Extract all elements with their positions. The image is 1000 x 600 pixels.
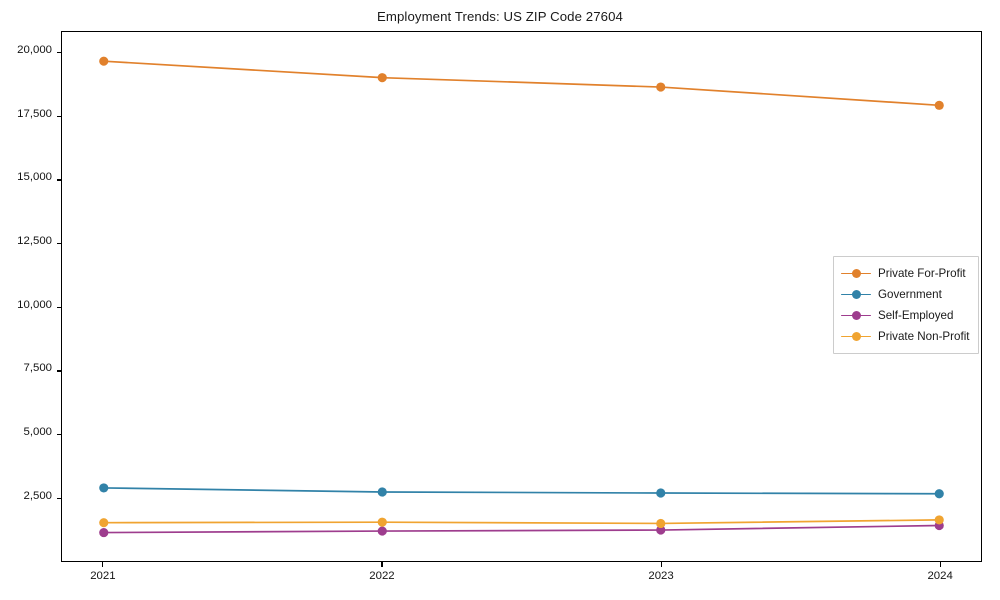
legend-item[interactable]: Government bbox=[841, 284, 970, 305]
data-point-marker bbox=[377, 487, 387, 497]
x-tick-mark bbox=[660, 562, 662, 567]
legend-swatch-icon bbox=[841, 288, 871, 302]
x-tick-mark bbox=[381, 562, 383, 567]
x-tick-label: 2024 bbox=[927, 570, 953, 582]
x-tick-label: 2022 bbox=[369, 570, 395, 582]
legend-swatch-icon bbox=[841, 267, 871, 281]
plot-lines bbox=[99, 56, 944, 538]
data-point-marker bbox=[99, 518, 109, 528]
data-point-marker bbox=[377, 517, 387, 527]
y-tick-mark bbox=[56, 52, 61, 54]
series-line bbox=[102, 524, 941, 534]
chart-legend: Private For-Profit Government Self-Employe… bbox=[833, 256, 979, 354]
series-private-for-profit bbox=[99, 56, 944, 110]
y-tick-label: 12,500 bbox=[17, 235, 52, 248]
data-point-marker bbox=[934, 100, 944, 110]
series-line bbox=[102, 60, 941, 107]
y-tick-label: 15,000 bbox=[17, 171, 52, 184]
y-tick-mark bbox=[56, 243, 61, 245]
x-tick-mark bbox=[939, 562, 941, 567]
data-point-marker bbox=[934, 489, 944, 499]
data-point-marker bbox=[377, 526, 387, 536]
plot-area bbox=[61, 31, 982, 562]
y-tick-label: 17,500 bbox=[17, 107, 52, 120]
y-tick-label: 20,000 bbox=[17, 44, 52, 57]
data-point-marker bbox=[656, 82, 666, 92]
x-tick-label: 2023 bbox=[648, 570, 674, 582]
x-tick-label: 2021 bbox=[90, 570, 116, 582]
data-point-marker bbox=[99, 528, 109, 538]
legend-swatch-icon bbox=[841, 330, 871, 344]
data-point-marker bbox=[377, 73, 387, 83]
y-tick-label: 2,500 bbox=[23, 489, 52, 502]
data-point-marker bbox=[656, 518, 666, 529]
y-tick-label: 5,000 bbox=[23, 426, 52, 439]
legend-item[interactable]: Private For-Profit bbox=[841, 263, 970, 284]
series-line bbox=[102, 519, 941, 525]
series-private-non-profit bbox=[99, 515, 944, 529]
data-point-marker bbox=[656, 525, 666, 535]
chart-title: Employment Trends: US ZIP Code 27604 bbox=[377, 9, 623, 24]
series-government bbox=[99, 483, 944, 499]
x-axis: 2021 2022 2023 2024 bbox=[61, 562, 982, 600]
series-line bbox=[102, 487, 941, 495]
y-tick-mark bbox=[56, 370, 61, 372]
y-tick-mark bbox=[56, 179, 61, 181]
data-point-marker bbox=[934, 515, 944, 525]
y-tick-mark bbox=[56, 115, 61, 117]
data-point-marker bbox=[99, 483, 109, 493]
data-point-marker bbox=[99, 56, 109, 66]
data-point-marker bbox=[656, 488, 666, 498]
y-tick-mark bbox=[56, 497, 61, 499]
legend-item[interactable]: Self-Employed bbox=[841, 305, 970, 326]
y-tick-label: 7,500 bbox=[23, 362, 52, 375]
y-tick-label: 10,000 bbox=[17, 298, 52, 311]
y-tick-mark bbox=[56, 306, 61, 308]
y-axis: 2,500 5,000 7,500 10,000 12,500 15,000 17,500 2… bbox=[0, 31, 61, 562]
legend-label: Private Non-Profit bbox=[878, 330, 970, 343]
legend-label: Government bbox=[878, 288, 942, 301]
legend-label: Self-Employed bbox=[878, 309, 954, 322]
legend-label: Private For-Profit bbox=[878, 267, 966, 280]
x-tick-mark bbox=[102, 562, 104, 567]
y-tick-mark bbox=[56, 434, 61, 436]
legend-swatch-icon bbox=[841, 309, 871, 323]
legend-item[interactable]: Private Non-Profit bbox=[841, 326, 970, 347]
